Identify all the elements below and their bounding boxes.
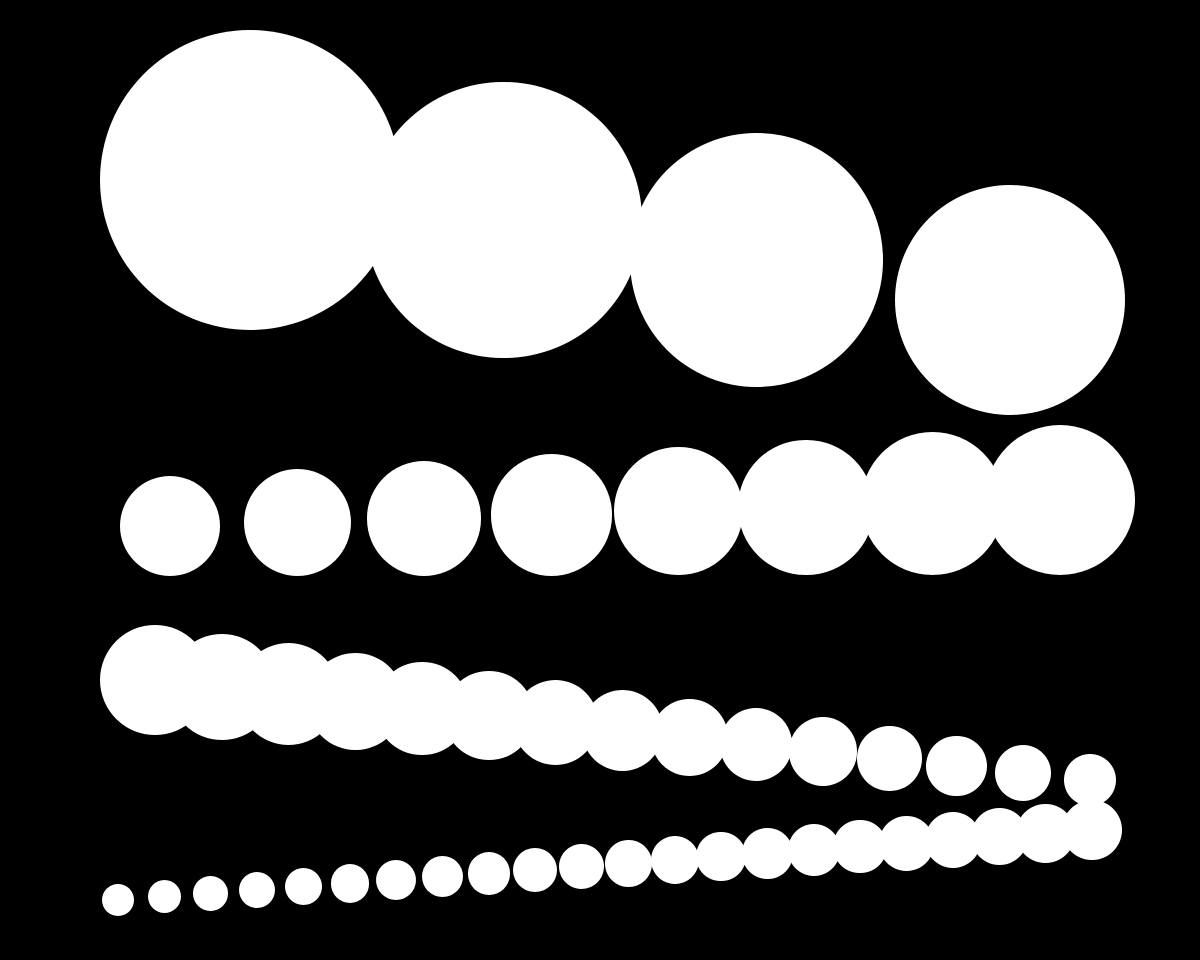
circle-row-2-item-13 [995,745,1051,801]
circle-row-1-item-2 [367,461,481,575]
circle-row-2-item-8 [651,699,728,776]
circle-row-3-item-21 [1062,800,1122,860]
circle-row-3-item-0 [102,884,134,916]
circle-row-1-item-0 [120,476,220,576]
circle-row-3-item-15 [788,824,840,876]
circle-row-0-item-2 [630,133,883,386]
circle-row-0-item-1 [365,82,642,359]
circle-row-3-item-2 [193,876,228,911]
circle-diagram-canvas [0,0,1200,960]
circle-row-3-item-10 [559,844,604,889]
circle-row-1-item-5 [738,440,874,576]
circle-row-3-item-14 [742,828,793,879]
circle-row-3-item-12 [651,836,699,884]
circle-row-3-item-7 [422,856,463,897]
circle-row-2-item-11 [857,726,921,790]
circle-row-3-item-1 [148,880,181,913]
circle-row-1-item-3 [491,454,612,575]
circle-row-1-item-1 [244,469,351,576]
circle-row-2-item-14 [1064,754,1116,806]
circle-row-3-item-8 [468,852,511,895]
circle-row-2-item-10 [789,717,858,786]
circle-row-1-item-4 [614,447,743,576]
circle-row-0-item-3 [895,185,1125,415]
circle-row-1-item-7 [985,425,1135,575]
circle-row-2-item-12 [926,736,986,796]
circle-row-3-item-4 [285,868,322,905]
circle-row-3-item-13 [696,832,745,881]
circle-row-0-item-0 [100,30,400,330]
circle-row-3-item-5 [331,864,370,903]
circle-row-2-item-9 [720,708,793,781]
circle-row-3-item-9 [513,848,557,892]
circle-row-1-item-6 [861,432,1004,575]
circle-row-3-item-11 [605,840,652,887]
circle-row-3-item-6 [376,860,416,900]
circle-row-3-item-3 [239,872,275,908]
